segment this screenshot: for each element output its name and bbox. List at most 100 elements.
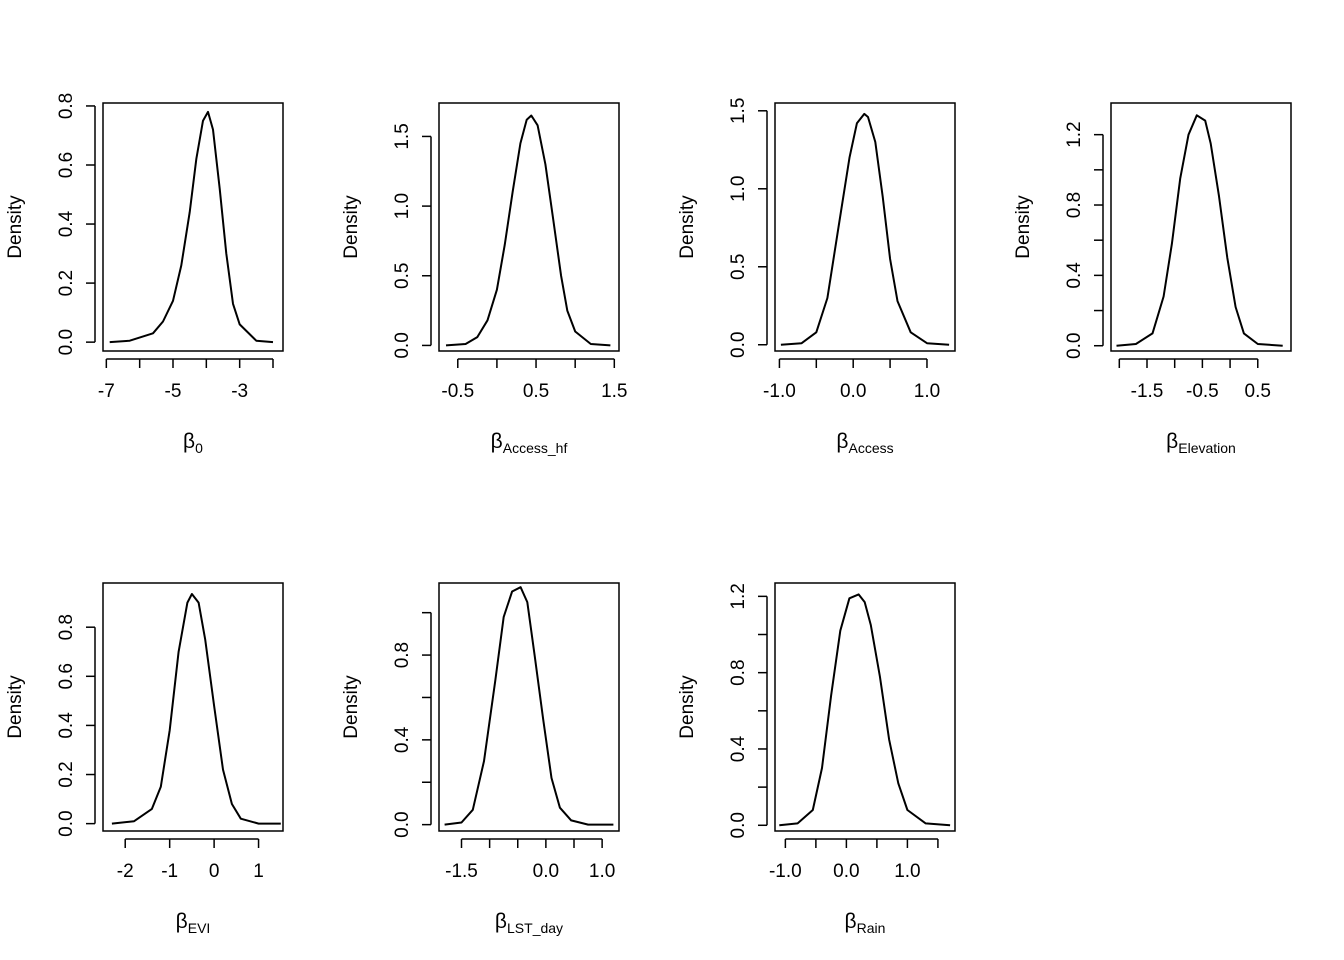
y-tick-label: 0.5 <box>728 254 749 280</box>
x-axis-label: βAccess <box>836 430 893 456</box>
y-tick-label: 0.5 <box>392 263 413 289</box>
density-curve <box>445 114 611 347</box>
x-tick-label: 0.5 <box>523 381 549 402</box>
density-panel-6: -1.5 0.0 1.0 0.0 0.4 0.8 Density βLST_day <box>341 582 620 936</box>
y-axis: 0.0 0.5 1.0 1.5 <box>392 123 432 359</box>
x-tick-label: -2 <box>117 861 134 882</box>
y-tick-label: 1.0 <box>392 193 413 219</box>
x-axis-label: βRain <box>845 910 886 936</box>
y-tick-label: 0.4 <box>56 210 77 237</box>
x-tick-label: 1.0 <box>894 861 920 882</box>
y-axis: 0.0 0.2 0.4 0.6 0.8 <box>56 93 96 355</box>
x-tick-label: -1.5 <box>1131 381 1164 402</box>
x-axis-label-symbol: β <box>836 430 848 453</box>
y-tick-label: 0.0 <box>728 332 749 358</box>
y-tick-label: 0.0 <box>392 332 413 358</box>
y-axis-label: Density <box>677 195 698 259</box>
x-axis-label-subscript: LST_day <box>507 920 563 936</box>
x-axis-label-subscript: Elevation <box>1178 440 1236 456</box>
x-tick-label: 0.0 <box>840 381 866 402</box>
y-axis: 0.0 0.5 1.0 1.5 <box>728 98 768 358</box>
x-tick-label: 0.5 <box>1245 381 1271 402</box>
x-axis-label: βElevation <box>1166 430 1236 456</box>
y-tick-label: 0.8 <box>1064 192 1085 218</box>
x-axis-label-symbol: β <box>183 430 195 453</box>
y-axis-label: Density <box>1013 195 1034 259</box>
x-tick-label: -0.5 <box>1186 381 1219 402</box>
y-axis: 0.0 0.2 0.4 0.6 0.8 <box>56 614 96 837</box>
y-tick-label: 1.0 <box>728 176 749 202</box>
x-tick-label: 1.0 <box>914 381 940 402</box>
x-axis-label-subscript: EVI <box>188 920 211 936</box>
x-axis-label-symbol: β <box>845 910 857 933</box>
density-panel-5: -2 -1 0 1 0.0 0.2 0.4 0.6 0.8 Density βEVI <box>5 582 284 936</box>
x-axis: -1.0 0.0 1.0 <box>769 838 939 882</box>
y-axis: 0.0 0.4 0.8 1.2 <box>728 583 768 838</box>
x-axis-label-symbol: β <box>495 910 507 933</box>
x-axis-label-subscript: 0 <box>195 440 203 456</box>
y-tick-label: 0.8 <box>56 93 77 119</box>
x-axis-label: β0 <box>183 430 203 456</box>
plot-frame <box>438 102 620 352</box>
density-panel-4: -1.5 -0.5 0.5 0.0 0.4 0.8 1.2 Density βElevation <box>1013 102 1292 456</box>
y-tick-label: 1.2 <box>1064 121 1085 147</box>
density-curve <box>111 593 281 825</box>
x-axis-label: βLST_day <box>495 910 563 936</box>
y-tick-label: 0.2 <box>56 761 77 787</box>
y-tick-label: 0.0 <box>56 329 77 355</box>
x-axis-label-subscript: Rain <box>857 920 886 936</box>
y-axis: 0.0 0.4 0.8 <box>392 611 432 838</box>
x-axis: -1.5 -0.5 0.5 <box>1118 358 1271 402</box>
density-panel-7: -1.0 0.0 1.0 0.0 0.4 0.8 1.2 Density βRain <box>677 582 956 936</box>
y-tick-label: 0.0 <box>392 811 413 837</box>
plot-frame <box>774 102 956 352</box>
x-axis: -1.5 0.0 1.0 <box>445 838 615 882</box>
y-tick-label: 0.8 <box>392 642 413 668</box>
density-curve <box>780 112 950 346</box>
x-tick-label: -5 <box>165 381 182 402</box>
x-axis-label-symbol: β <box>491 430 503 453</box>
y-tick-label: 0.8 <box>56 614 77 640</box>
x-axis-label-symbol: β <box>1166 430 1178 453</box>
x-tick-label: 1.0 <box>589 861 615 882</box>
y-axis-label: Density <box>341 675 362 739</box>
density-curve <box>109 110 274 344</box>
x-axis: -2 -1 0 1 <box>117 838 264 882</box>
x-tick-label: -1.5 <box>445 861 478 882</box>
y-axis: 0.0 0.4 0.8 1.2 <box>1064 121 1104 359</box>
x-tick-label: -3 <box>231 381 248 402</box>
y-tick-label: 0.6 <box>56 663 77 689</box>
plot-frame <box>102 582 284 832</box>
density-panel-2: -0.5 0.5 1.5 0.0 0.5 1.0 1.5 Density βAccess_hf <box>341 102 628 456</box>
y-tick-label: 0.4 <box>56 712 77 739</box>
density-curve <box>779 593 951 827</box>
plot-frame <box>438 582 620 832</box>
y-tick-label: 1.2 <box>728 583 749 609</box>
y-tick-label: 1.5 <box>728 98 749 124</box>
x-tick-label: -1.0 <box>763 381 796 402</box>
x-axis-label-subscript: Access <box>848 440 893 456</box>
x-axis: -1.0 0.0 1.0 <box>763 358 940 402</box>
y-tick-label: 0.2 <box>56 270 77 296</box>
y-tick-label: 0.8 <box>728 659 749 685</box>
x-axis-label-symbol: β <box>176 910 188 933</box>
y-tick-label: 1.5 <box>392 123 413 149</box>
y-axis-label: Density <box>341 195 362 259</box>
y-axis-label: Density <box>677 675 698 739</box>
x-tick-label: -7 <box>98 381 115 402</box>
x-tick-label: 1.5 <box>601 381 627 402</box>
density-panel-1: -7 -5 -3 0.0 0.2 0.4 0.6 0.8 Density β0 <box>5 93 284 456</box>
density-curve <box>444 586 614 826</box>
plot-frame <box>102 102 284 352</box>
x-axis-label-subscript: Access_hf <box>503 440 568 456</box>
y-axis-label: Density <box>5 675 26 739</box>
x-tick-label: 0 <box>209 861 220 882</box>
y-tick-label: 0.0 <box>56 810 77 836</box>
y-tick-label: 0.4 <box>1064 262 1085 289</box>
plot-frame <box>1110 102 1292 352</box>
x-axis: -0.5 0.5 1.5 <box>441 358 628 402</box>
x-tick-label: 1 <box>253 861 264 882</box>
y-axis-label: Density <box>5 195 26 259</box>
x-axis-label: βAccess_hf <box>491 430 568 456</box>
